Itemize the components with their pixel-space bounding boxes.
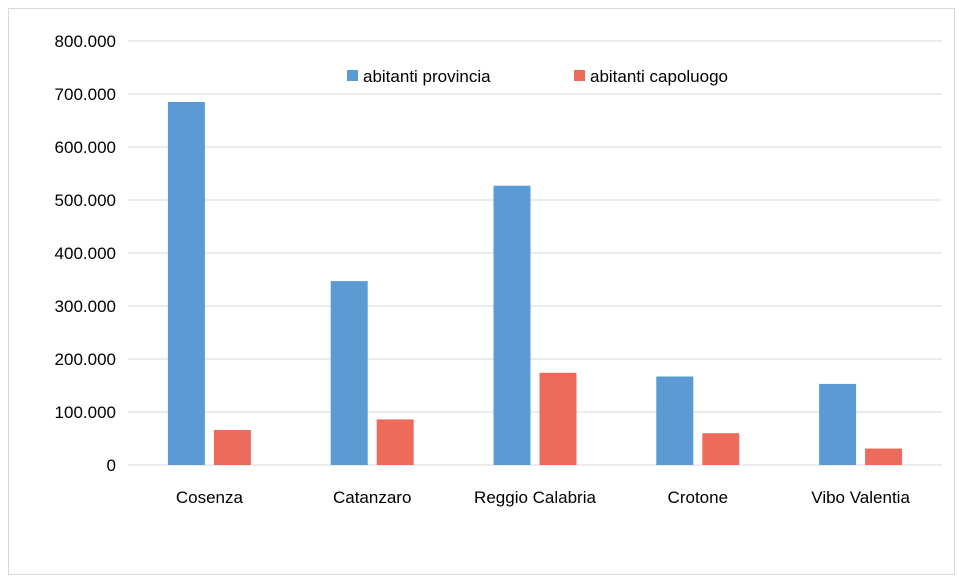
y-tick-label: 300.000 xyxy=(55,297,116,316)
x-tick-label: Reggio Calabria xyxy=(474,488,596,507)
y-tick-label: 0 xyxy=(107,456,116,475)
y-tick-label: 100.000 xyxy=(55,403,116,422)
y-tick-label: 200.000 xyxy=(55,350,116,369)
bar-capoluogo xyxy=(865,448,903,465)
bar-provincia xyxy=(493,185,531,465)
legend-label: abitanti capoluogo xyxy=(590,67,728,86)
bar-provincia xyxy=(167,101,205,465)
gridlines xyxy=(128,40,942,466)
y-axis: 0 100.000 200.000 300.000 400.000 500.000 600.… xyxy=(55,32,116,475)
bar-capoluogo xyxy=(376,419,414,465)
y-tick-label: 700.000 xyxy=(55,85,116,104)
x-tick-label: Crotone xyxy=(668,488,728,507)
y-tick-label: 500.000 xyxy=(55,191,116,210)
bar-provincia xyxy=(819,383,857,465)
y-tick-label: 600.000 xyxy=(55,138,116,157)
x-tick-label: Cosenza xyxy=(176,488,244,507)
bar-capoluogo xyxy=(213,430,251,465)
x-tick-label: Vibo Valentia xyxy=(811,488,910,507)
x-tick-label: Catanzaro xyxy=(333,488,411,507)
chart-frame xyxy=(8,8,955,575)
x-axis: Cosenza Catanzaro Reggio Calabria Crotone Vi… xyxy=(176,488,911,507)
bar-provincia xyxy=(656,376,694,465)
legend-swatch xyxy=(347,70,358,81)
bar-capoluogo xyxy=(539,372,577,465)
y-tick-label: 800.000 xyxy=(55,32,116,51)
bar-capoluogo xyxy=(702,433,740,465)
legend: abitanti provincia abitanti capoluogo xyxy=(347,67,728,86)
bars xyxy=(167,101,903,465)
y-tick-label: 400.000 xyxy=(55,244,116,263)
bar-provincia xyxy=(330,281,368,465)
legend-label: abitanti provincia xyxy=(363,67,491,86)
legend-swatch xyxy=(574,70,585,81)
